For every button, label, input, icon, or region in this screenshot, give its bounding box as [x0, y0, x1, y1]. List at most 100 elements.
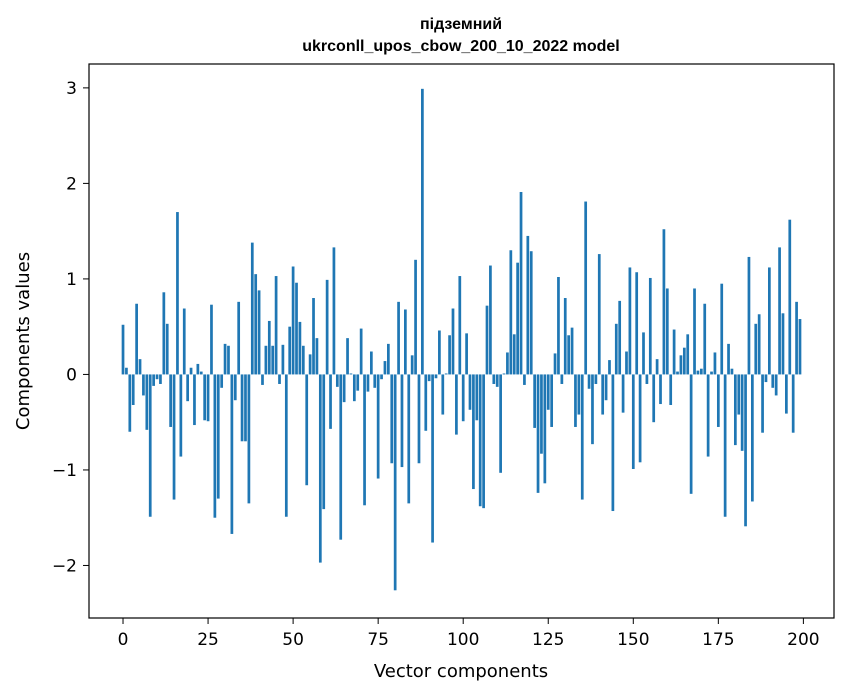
y-axis-ticks: −2 −1 0 1 2 3 — [52, 79, 89, 576]
bar — [706, 374, 710, 457]
bar — [679, 355, 683, 375]
bar — [509, 250, 513, 375]
bar — [791, 374, 795, 433]
bar — [781, 313, 785, 375]
bar — [543, 374, 547, 484]
bar — [165, 323, 169, 375]
bar — [563, 298, 567, 375]
bar — [332, 247, 336, 375]
bar — [172, 374, 176, 500]
bar — [363, 374, 366, 506]
x-tick-label: 150 — [617, 630, 649, 650]
bar — [125, 367, 128, 375]
bar — [584, 201, 588, 375]
bar — [397, 301, 400, 375]
bar — [421, 88, 424, 375]
bar — [254, 274, 258, 375]
bar — [291, 266, 295, 375]
bar — [356, 374, 360, 391]
bar — [210, 304, 213, 375]
bar — [560, 374, 564, 384]
bar — [570, 327, 574, 375]
bar — [182, 308, 186, 375]
bar — [669, 374, 673, 405]
x-tick-label: 50 — [282, 630, 304, 650]
bar — [431, 374, 434, 543]
bar — [369, 351, 373, 375]
bar — [244, 374, 247, 442]
bar — [502, 373, 506, 375]
bar — [278, 374, 281, 384]
bar — [373, 374, 377, 388]
bar — [557, 277, 560, 375]
bar — [349, 373, 353, 375]
bar — [516, 262, 519, 375]
bar — [672, 329, 676, 375]
bar — [148, 374, 152, 517]
bar — [665, 288, 669, 375]
bar — [288, 326, 292, 375]
y-tick-label: 0 — [66, 365, 77, 385]
bar — [390, 374, 394, 464]
bar — [455, 374, 458, 435]
y-axis-label: Components values — [13, 252, 34, 430]
bar — [261, 374, 264, 385]
bar — [179, 374, 183, 457]
bar — [138, 359, 142, 375]
bar — [601, 374, 605, 415]
bar — [686, 334, 690, 375]
bar — [267, 320, 271, 375]
bar — [176, 212, 179, 375]
bar — [676, 371, 679, 375]
bar — [329, 374, 332, 429]
bar — [472, 374, 475, 490]
bar — [526, 235, 530, 375]
bar — [335, 374, 339, 387]
bar — [597, 254, 601, 375]
bar — [591, 374, 594, 445]
bar — [485, 305, 489, 375]
chart-title: підземний — [420, 16, 502, 33]
bar — [271, 345, 275, 375]
bar — [189, 367, 193, 375]
bar — [785, 374, 788, 414]
y-tick-label: 2 — [66, 174, 77, 194]
bar — [308, 354, 312, 375]
bar — [325, 279, 329, 375]
bar — [519, 191, 523, 375]
bar — [414, 259, 417, 375]
bar — [768, 267, 771, 375]
bar — [798, 319, 802, 375]
bar — [135, 303, 138, 375]
bar — [438, 330, 441, 375]
bar — [774, 374, 778, 396]
y-tick-label: −1 — [52, 461, 77, 481]
plot-frame — [88, 63, 835, 619]
bar — [315, 338, 319, 375]
bar — [142, 374, 145, 396]
bar — [152, 374, 155, 386]
bar — [546, 374, 550, 410]
bar — [723, 374, 727, 517]
bar — [121, 324, 125, 375]
bar — [274, 276, 278, 375]
bar — [380, 374, 383, 380]
bar — [638, 374, 642, 463]
bar — [468, 374, 472, 410]
bar — [145, 374, 149, 430]
bar — [747, 256, 751, 375]
bar — [444, 373, 448, 375]
x-tick-label: 100 — [447, 630, 479, 650]
bar — [206, 374, 210, 422]
bar — [716, 374, 720, 427]
bar — [751, 374, 754, 502]
bar — [461, 374, 465, 422]
bar — [659, 374, 662, 405]
y-tick-label: 1 — [66, 270, 77, 290]
bar — [689, 374, 693, 494]
bar — [655, 359, 659, 375]
bar — [703, 303, 707, 375]
bar — [533, 374, 536, 428]
bar — [448, 335, 451, 375]
bar — [128, 374, 132, 432]
